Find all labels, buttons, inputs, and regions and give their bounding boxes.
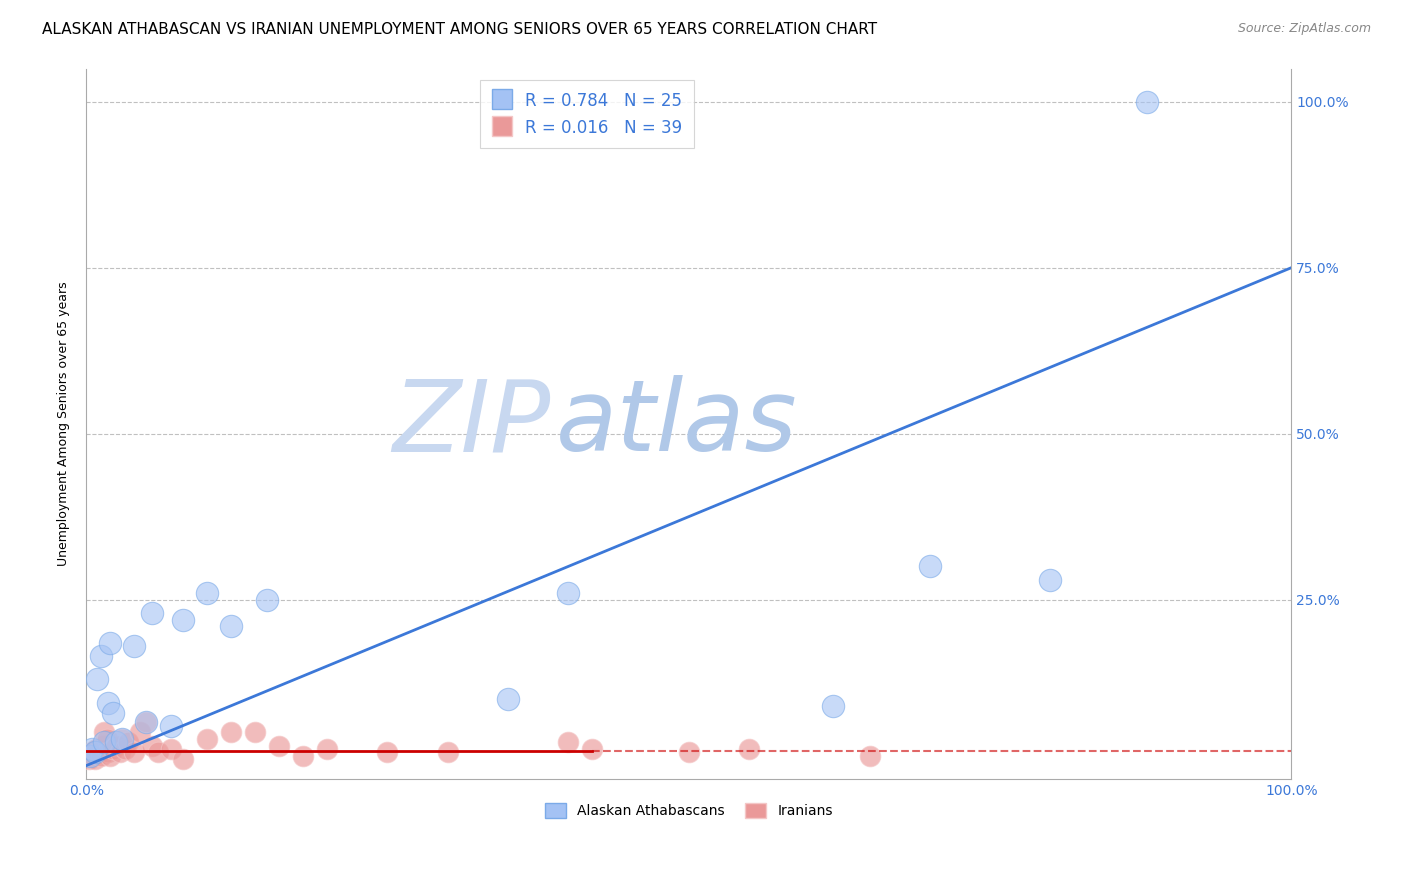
Point [90, 649, 112, 664]
Point [135, 715, 157, 730]
Point [557, 586, 579, 600]
Point [82, 745, 104, 759]
Point [219, 725, 242, 739]
Point [98, 748, 121, 763]
Point [243, 725, 266, 739]
Text: ALASKAN ATHABASCAN VS IRANIAN UNEMPLOYMENT AMONG SENIORS OVER 65 YEARS CORRELATI: ALASKAN ATHABASCAN VS IRANIAN UNEMPLOYME… [42, 22, 877, 37]
Point [858, 748, 880, 763]
Point [108, 745, 131, 759]
Point [135, 715, 157, 730]
Text: ZIP: ZIP [392, 376, 550, 472]
Point [83, 745, 105, 759]
Text: Source: ZipAtlas.com: Source: ZipAtlas.com [1237, 22, 1371, 36]
Point [195, 586, 218, 600]
Point [159, 742, 181, 756]
Y-axis label: Unemployment Among Seniors over 65 years: Unemployment Among Seniors over 65 years [58, 281, 70, 566]
Point [79, 748, 101, 763]
Point [124, 639, 146, 653]
Point [97, 696, 120, 710]
Point [93, 735, 115, 749]
Legend: Alaskan Athabascans, Iranians: Alaskan Athabascans, Iranians [538, 797, 839, 825]
Point [172, 752, 194, 766]
Point [111, 732, 134, 747]
Point [83, 752, 105, 766]
Point [96, 732, 118, 747]
Point [77, 752, 100, 766]
Point [1039, 573, 1062, 587]
Point [159, 719, 181, 733]
Point [195, 732, 218, 747]
Point [87, 745, 110, 759]
Point [101, 742, 124, 756]
Point [219, 619, 242, 633]
Point [1136, 95, 1159, 109]
Point [93, 725, 115, 739]
Point [141, 739, 163, 753]
Point [557, 735, 579, 749]
Point [918, 559, 941, 574]
Point [141, 606, 163, 620]
Point [172, 613, 194, 627]
Point [256, 592, 278, 607]
Point [267, 739, 290, 753]
Point [79, 748, 101, 763]
Point [124, 745, 146, 759]
Point [738, 742, 761, 756]
Point [111, 732, 134, 747]
Point [90, 748, 112, 763]
Point [114, 742, 136, 756]
Text: atlas: atlas [557, 376, 797, 472]
Point [105, 735, 128, 749]
Point [117, 735, 139, 749]
Point [496, 692, 519, 706]
Point [581, 742, 603, 756]
Point [86, 747, 108, 761]
Point [129, 725, 152, 739]
Point [101, 706, 124, 720]
Point [436, 745, 458, 759]
Point [148, 745, 170, 759]
Point [84, 742, 107, 756]
Point [105, 739, 128, 753]
Point [377, 745, 399, 759]
Point [98, 636, 121, 650]
Point [292, 748, 315, 763]
Point [678, 745, 700, 759]
Point [91, 739, 114, 753]
Point [316, 742, 339, 756]
Point [97, 745, 120, 759]
Point [86, 673, 108, 687]
Point [82, 742, 104, 756]
Point [823, 698, 845, 713]
